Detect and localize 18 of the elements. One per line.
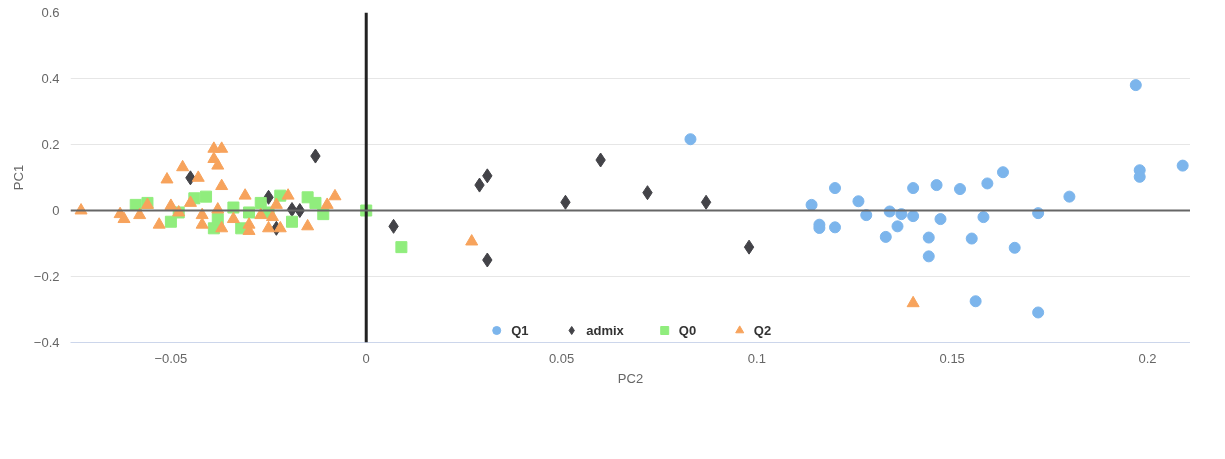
x-tick-label: 0 bbox=[362, 350, 370, 366]
x-tick-label: 0.15 bbox=[939, 350, 965, 366]
y-tick-label: −0.2 bbox=[33, 269, 60, 284]
legend-label: Q2 bbox=[753, 322, 773, 338]
x-tick-label: −0.05 bbox=[154, 350, 188, 366]
x-tick-label: 0.05 bbox=[548, 350, 575, 366]
y-tick-label: 0 bbox=[52, 203, 60, 218]
y-tick-label: −0.4 bbox=[33, 335, 60, 350]
x-axis-title: PC2 bbox=[617, 370, 644, 386]
y-axis-title: PC1 bbox=[10, 164, 26, 191]
y-tick-label: 0.2 bbox=[41, 137, 60, 152]
legend-label: Q0 bbox=[678, 322, 698, 338]
y-tick-label: 0.6 bbox=[41, 5, 60, 20]
x-tick-label: 0.2 bbox=[1138, 350, 1157, 366]
x-tick-label: 0.1 bbox=[747, 350, 766, 366]
legend-label: Q1 bbox=[511, 322, 530, 338]
legend-label: admix bbox=[586, 322, 624, 338]
y-tick-label: 0.4 bbox=[41, 71, 60, 86]
